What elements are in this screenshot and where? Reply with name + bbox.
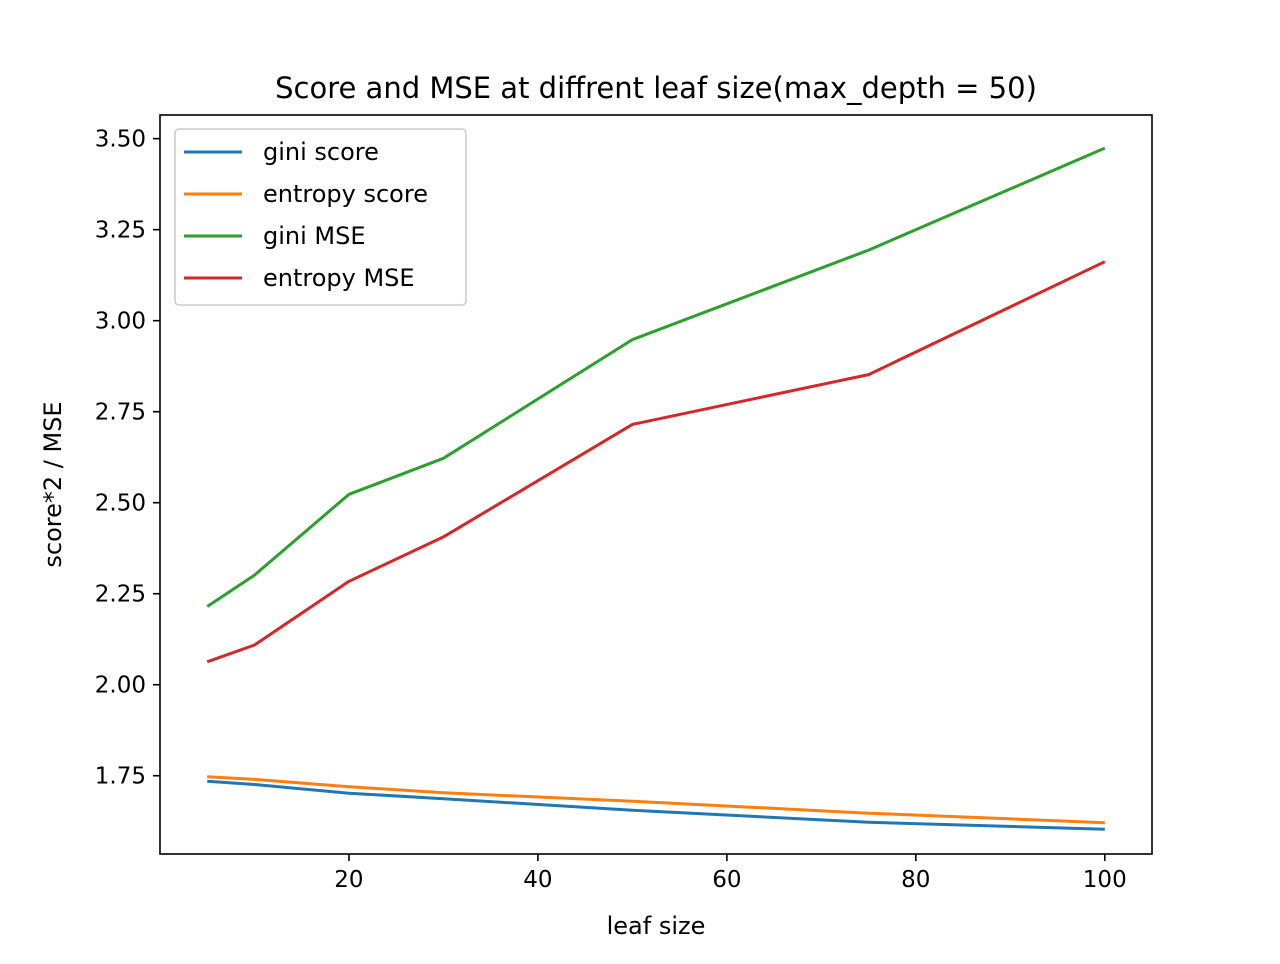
series-line-entropy-MSE xyxy=(206,260,1106,664)
y-tick-label: 2.75 xyxy=(95,400,146,426)
x-axis: 20 40 60 80 100 xyxy=(334,854,1127,893)
y-tick-label: 1.75 xyxy=(95,764,146,790)
plot-area xyxy=(206,146,1106,831)
chart-title: Score and MSE at diffrent leaf size(max_… xyxy=(275,71,1037,105)
x-tick-label: 60 xyxy=(712,867,741,893)
y-tick-label: 3.50 xyxy=(95,127,146,153)
y-tick-label: 3.25 xyxy=(95,218,146,244)
legend: gini score entropy score gini MSE entropy M… xyxy=(174,128,467,306)
x-tick-label: 80 xyxy=(901,867,930,893)
legend-box xyxy=(174,128,467,306)
x-tick-label: 40 xyxy=(523,867,552,893)
legend-entry-label: entropy MSE xyxy=(263,264,415,292)
series-line-entropy-score xyxy=(207,775,1105,825)
series-line-gini-MSE xyxy=(206,146,1106,608)
y-tick-label: 2.50 xyxy=(95,491,146,517)
x-tick-label: 100 xyxy=(1083,867,1127,893)
axes-frame xyxy=(159,114,1153,855)
y-axis: 1.75 2.00 2.25 2.50 2.75 3.00 3.25 3.50 xyxy=(95,127,160,790)
x-tick-label: 20 xyxy=(334,867,363,893)
y-tick-label: 3.00 xyxy=(95,309,146,335)
series-line-gini-score xyxy=(207,779,1105,831)
legend-entry-label: entropy score xyxy=(263,180,428,208)
y-axis-label: score*2 / MSE xyxy=(39,401,67,567)
legend-entry-label: gini score xyxy=(263,138,379,166)
legend-entry-label: gini MSE xyxy=(263,222,366,250)
y-tick-label: 2.00 xyxy=(95,673,146,699)
x-axis-label: leaf size xyxy=(607,912,706,940)
y-tick-label: 2.25 xyxy=(95,582,146,608)
